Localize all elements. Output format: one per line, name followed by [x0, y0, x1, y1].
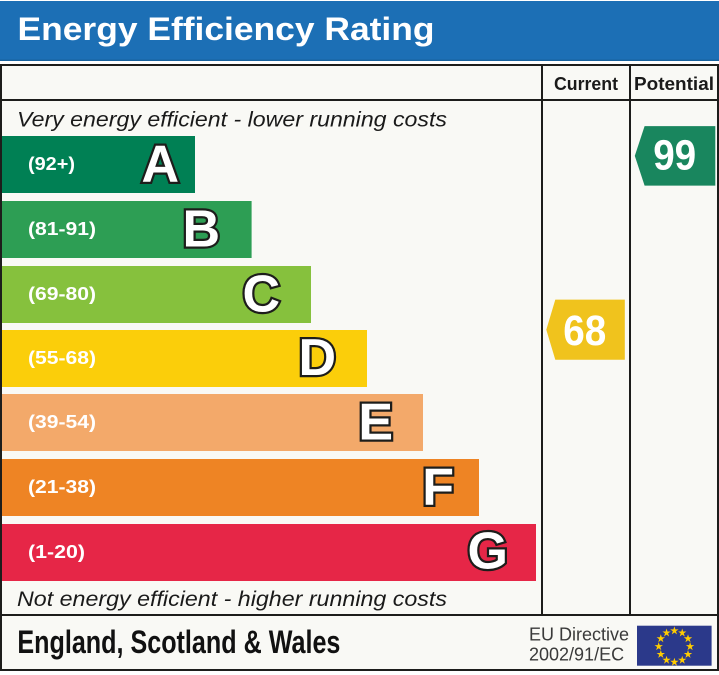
svg-text:68: 68: [563, 308, 606, 355]
svg-text:2002/91/EC: 2002/91/EC: [529, 645, 624, 665]
svg-text:EU Directive: EU Directive: [529, 625, 629, 645]
svg-text:(92+): (92+): [28, 154, 75, 174]
svg-text:G: G: [468, 523, 508, 581]
svg-text:Current: Current: [554, 74, 618, 94]
svg-text:B: B: [182, 201, 220, 259]
svg-text:England, Scotland & Wales: England, Scotland & Wales: [17, 624, 340, 660]
svg-text:(69-80): (69-80): [28, 284, 96, 304]
svg-text:(55-68): (55-68): [28, 348, 96, 368]
svg-text:(39-54): (39-54): [28, 412, 96, 432]
svg-text:(21-38): (21-38): [28, 477, 96, 497]
svg-text:E: E: [358, 394, 393, 452]
svg-text:C: C: [242, 266, 280, 324]
svg-text:(1-20): (1-20): [28, 542, 85, 562]
svg-text:Not energy efficient - higher: Not energy efficient - higher running co…: [17, 587, 447, 611]
svg-text:A: A: [141, 136, 179, 194]
svg-text:Potential: Potential: [634, 74, 714, 94]
svg-text:(81-91): (81-91): [28, 219, 96, 239]
svg-text:D: D: [298, 329, 336, 387]
svg-text:Very energy efficient - lower: Very energy efficient - lower running co…: [17, 108, 447, 132]
svg-text:F: F: [422, 459, 454, 517]
svg-text:99: 99: [653, 132, 696, 179]
svg-text:Energy Efficiency Rating: Energy Efficiency Rating: [18, 11, 435, 47]
